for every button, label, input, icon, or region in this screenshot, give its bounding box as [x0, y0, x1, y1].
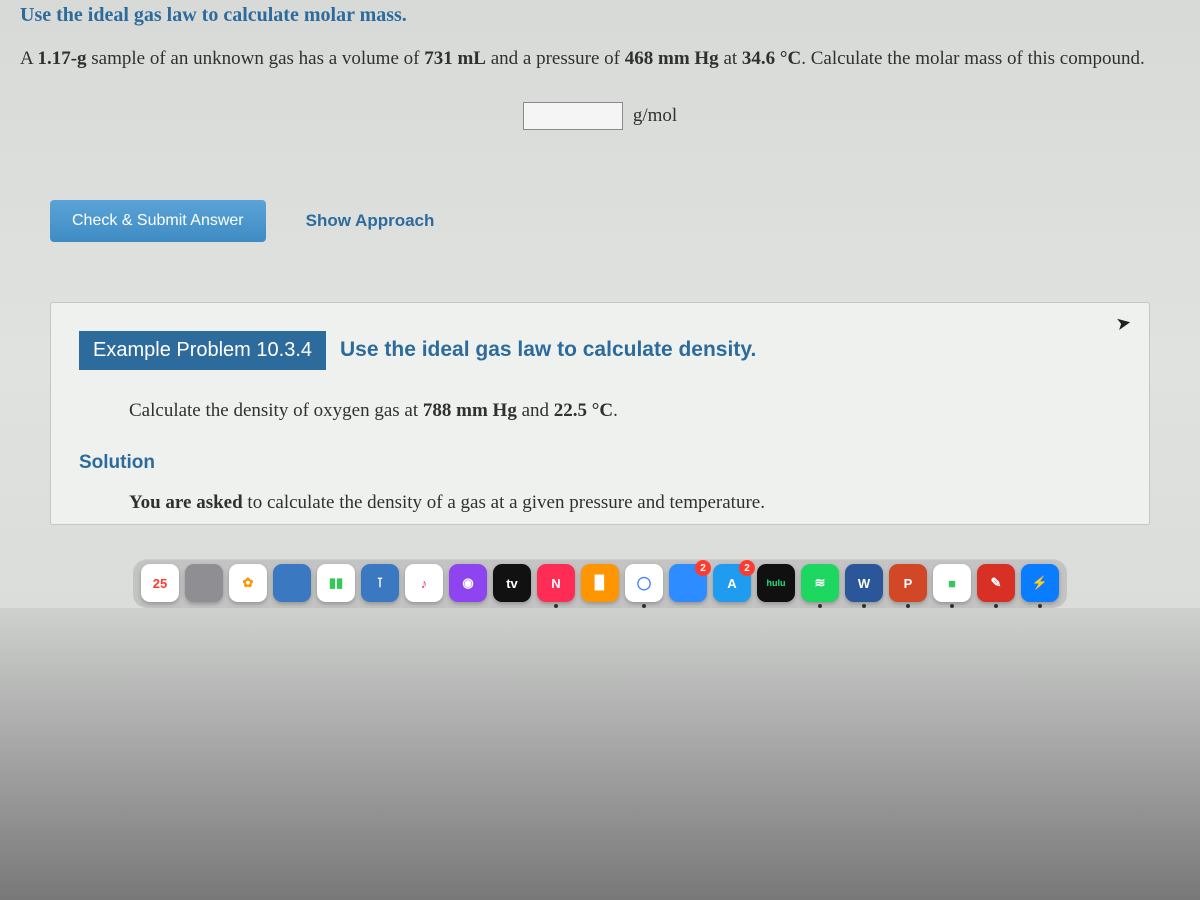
- notability-icon[interactable]: N: [537, 564, 575, 602]
- running-indicator: [818, 604, 822, 608]
- hulu-icon[interactable]: hulu: [757, 564, 795, 602]
- running-indicator: [950, 604, 954, 608]
- appletv-icon[interactable]: tv: [493, 564, 531, 602]
- contacts-icon[interactable]: [185, 564, 223, 602]
- numbers-icon[interactable]: ▮▮: [317, 564, 355, 602]
- podcasts-icon[interactable]: ◉: [449, 564, 487, 602]
- molar-mass-input[interactable]: [523, 102, 623, 130]
- running-indicator: [994, 604, 998, 608]
- answer-row: g/mol: [20, 98, 1180, 200]
- solution-heading: Solution: [79, 452, 1121, 492]
- solution-text: You are asked to calculate the density o…: [79, 492, 1121, 514]
- example-title: Use the ideal gas law to calculate densi…: [340, 338, 756, 362]
- spotify-icon[interactable]: ≋: [801, 564, 839, 602]
- running-indicator: [642, 604, 646, 608]
- text: sample of an unknown gas has a volume of: [87, 48, 425, 69]
- music-icon[interactable]: ♪: [405, 564, 443, 602]
- action-buttons: Check & Submit Answer Show Approach: [20, 200, 1180, 302]
- notification-badge: 2: [695, 560, 711, 576]
- running-indicator: [554, 604, 558, 608]
- solution-lead: You are asked: [129, 492, 243, 513]
- text: and a pressure of: [486, 48, 625, 69]
- pressure-value: 468 mm Hg: [625, 48, 719, 69]
- example-temperature: 22.5 °C: [554, 400, 613, 421]
- macos-dock: 25✿▮▮⊺♪◉tvN▉◯2A2hulu≋WP■✎⚡: [133, 559, 1067, 608]
- desktop-background: [0, 608, 1200, 900]
- zoom-icon[interactable]: 2: [669, 564, 707, 602]
- text: .: [613, 400, 618, 421]
- temperature-value: 34.6 °C: [742, 48, 801, 69]
- example-badge: Example Problem 10.3.4: [79, 331, 326, 370]
- solution-rest: to calculate the density of a gas at a g…: [243, 492, 765, 513]
- check-submit-button[interactable]: Check & Submit Answer: [50, 200, 266, 242]
- chrome-icon[interactable]: ◯: [625, 564, 663, 602]
- example-card: ➤ Example Problem 10.3.4 Use the ideal g…: [50, 302, 1150, 525]
- running-indicator: [1038, 604, 1042, 608]
- mass-value: 1.17-g: [37, 48, 86, 69]
- example-pressure: 788 mm Hg: [423, 400, 517, 421]
- show-approach-button[interactable]: Show Approach: [306, 211, 435, 231]
- volume-value: 731 mL: [424, 48, 486, 69]
- photos-icon[interactable]: ✿: [229, 564, 267, 602]
- word-icon[interactable]: W: [845, 564, 883, 602]
- example-prompt: Calculate the density of oxygen gas at 7…: [79, 400, 1121, 452]
- section-heading: Use the ideal gas law to calculate molar…: [20, 0, 1180, 45]
- facetime-icon[interactable]: ■: [933, 564, 971, 602]
- text: at: [719, 48, 742, 69]
- running-indicator: [906, 604, 910, 608]
- text: . Calculate the molar mass of this compo…: [801, 48, 1145, 69]
- text: and: [517, 400, 554, 421]
- preview-icon[interactable]: [273, 564, 311, 602]
- text: A: [20, 48, 37, 69]
- unit-label: g/mol: [633, 105, 677, 127]
- running-indicator: [862, 604, 866, 608]
- cursor-icon: ➤: [1114, 311, 1133, 334]
- appstore-icon[interactable]: A2: [713, 564, 751, 602]
- example-header: Example Problem 10.3.4 Use the ideal gas…: [79, 331, 1121, 370]
- messenger-icon[interactable]: ⚡: [1021, 564, 1059, 602]
- notification-badge: 2: [739, 560, 755, 576]
- powerpoint-icon[interactable]: P: [889, 564, 927, 602]
- problem-statement: A 1.17-g sample of an unknown gas has a …: [20, 45, 1180, 98]
- dock-container: 25✿▮▮⊺♪◉tvN▉◯2A2hulu≋WP■✎⚡: [0, 559, 1200, 608]
- pdf-icon[interactable]: ✎: [977, 564, 1015, 602]
- calendar-icon[interactable]: 25: [141, 564, 179, 602]
- text: Calculate the density of oxygen gas at: [129, 400, 423, 421]
- keynote-icon[interactable]: ⊺: [361, 564, 399, 602]
- books-icon[interactable]: ▉: [581, 564, 619, 602]
